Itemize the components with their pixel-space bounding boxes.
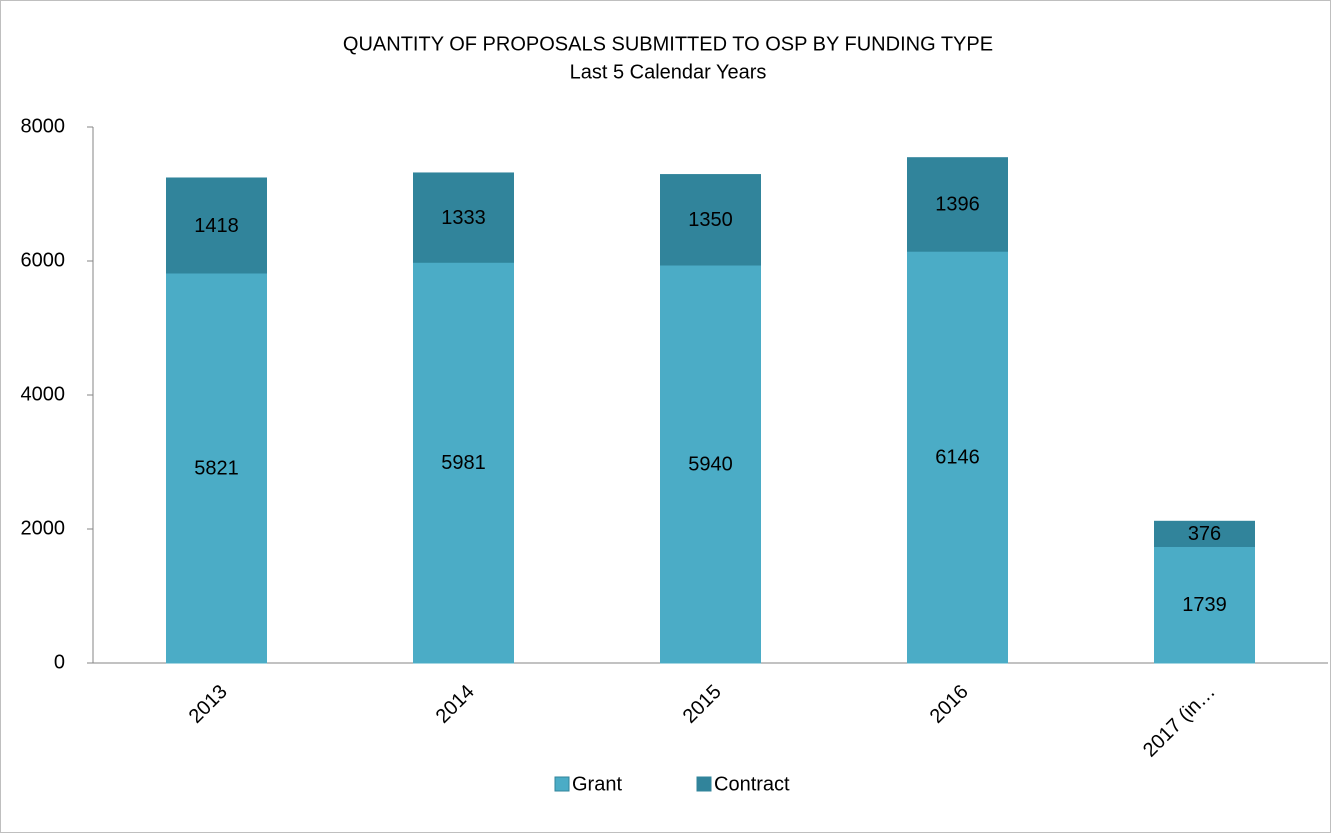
y-tick-label: 0	[54, 651, 65, 673]
data-label: 1418	[194, 215, 239, 237]
chart-title: QUANTITY OF PROPOSALS SUBMITTED TO OSP B…	[343, 33, 993, 55]
data-label: 1739	[1182, 594, 1227, 616]
data-label: 5981	[441, 452, 486, 474]
bar-segment	[413, 261, 514, 664]
data-label: 5940	[688, 453, 733, 475]
data-label: 6146	[935, 446, 980, 468]
bar-segment	[907, 157, 1008, 252]
bar-segment	[166, 177, 267, 274]
y-tick-label: 6000	[21, 249, 66, 271]
bar-segment	[660, 174, 761, 266]
data-label: 376	[1188, 523, 1221, 545]
legend-label: Contract	[714, 773, 790, 795]
data-label: 1350	[688, 209, 733, 231]
bar-segment	[413, 172, 514, 263]
legend-swatch	[554, 776, 570, 792]
bar-segment	[1154, 520, 1255, 547]
bar-segment	[1154, 545, 1255, 664]
y-tick-label: 4000	[21, 383, 66, 405]
data-label: 5821	[194, 457, 239, 479]
data-label: 1396	[935, 194, 980, 216]
y-tick-label: 2000	[21, 517, 66, 539]
bar-segment	[907, 250, 1008, 664]
y-tick-label: 8000	[21, 115, 66, 137]
data-label: 1333	[441, 207, 486, 229]
legend-label: Grant	[572, 773, 622, 795]
bar-segment	[660, 264, 761, 664]
legend-swatch	[696, 776, 712, 792]
chart-subtitle: Last 5 Calendar Years	[570, 61, 767, 83]
bar-segment	[166, 272, 267, 664]
